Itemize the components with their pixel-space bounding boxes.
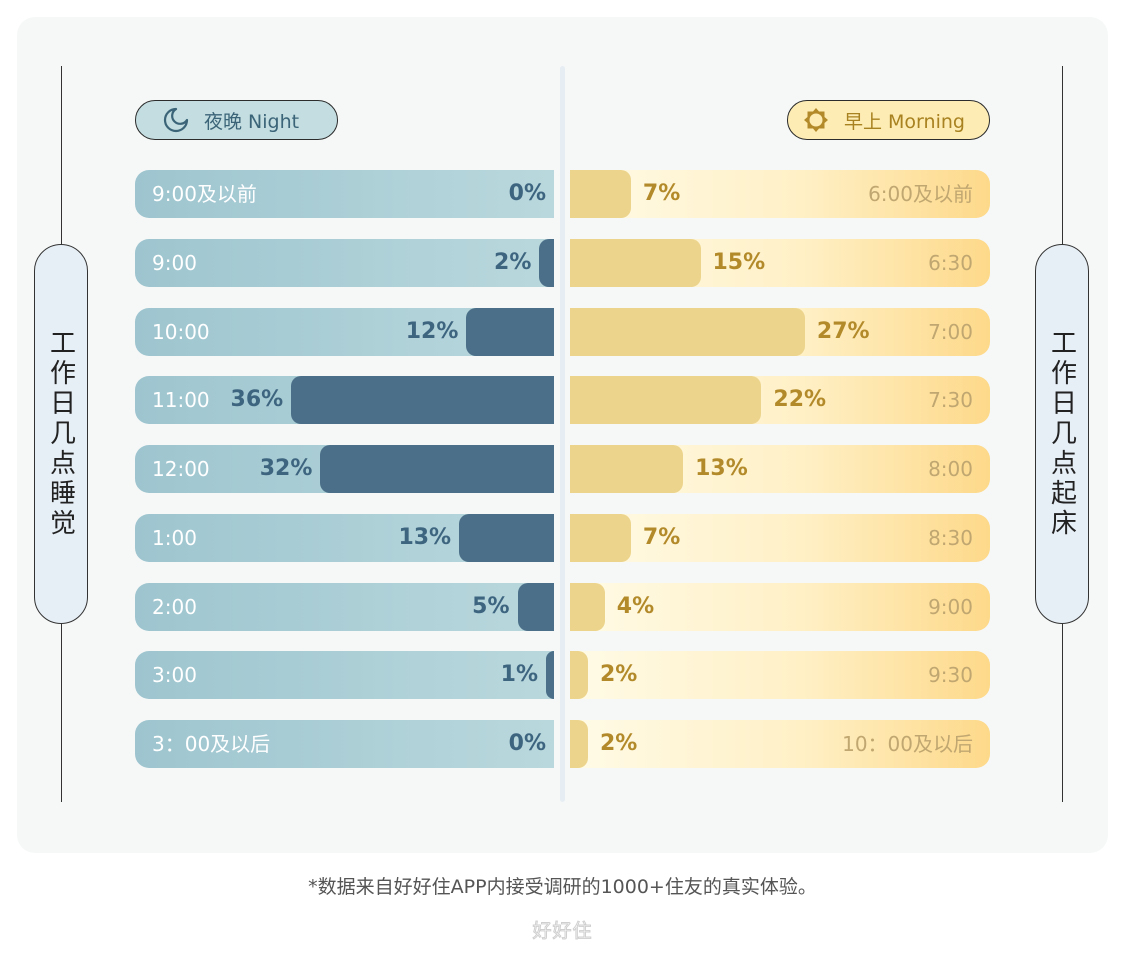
night-legend-pill: 夜晚 Night <box>135 100 338 140</box>
morning-time-label: 10：00及以后 <box>842 732 973 756</box>
night-percent-label: 32% <box>259 456 313 481</box>
night-percent-label: 0% <box>508 731 546 756</box>
morning-time-label: 6:00及以前 <box>868 182 973 206</box>
morning-time-label: 6:30 <box>928 250 973 275</box>
night-bar-track: 1:00 13% <box>135 513 554 562</box>
left-side-label: 工作日几点睡觉 <box>34 244 88 624</box>
night-percent-label: 0% <box>508 181 546 206</box>
night-time-label: 12:00 <box>152 457 210 481</box>
morning-percent-label: 7% <box>642 181 681 206</box>
chart-row: 12:00 32% 13% 8:00 <box>135 445 990 493</box>
morning-bar <box>570 238 701 287</box>
morning-bar <box>570 170 631 218</box>
night-bar-track: 11:00 36% <box>135 376 554 425</box>
right-side-label: 工作日几点起床 <box>1035 244 1089 624</box>
night-time-label: 10:00 <box>152 319 210 344</box>
morning-percent-label: 4% <box>616 593 655 619</box>
morning-bar-track: 15% 6:30 <box>570 238 990 287</box>
morning-bar-track: 7% 8:30 <box>570 513 990 562</box>
night-bar-track: 2:00 5% <box>135 582 554 631</box>
morning-percent-label: 2% <box>600 662 638 688</box>
morning-time-label: 8:30 <box>928 525 973 550</box>
night-bar-track: 3:00 1% <box>135 651 554 700</box>
night-bar-track: 12:00 32% <box>135 445 554 493</box>
morning-time-label: 9:30 <box>928 663 973 688</box>
moon-icon <box>163 107 189 133</box>
left-side-label-text: 工作日几点睡觉 <box>45 329 76 539</box>
morning-time-label: 7:00 <box>928 319 973 344</box>
night-bar-track: 3：00及以后 0% <box>135 720 554 768</box>
night-percent-label: 5% <box>472 593 510 619</box>
morning-legend-pill: 早上 Morning <box>787 100 990 140</box>
chart-row: 2:00 5% 4% 9:00 <box>135 582 990 631</box>
night-time-label: 1:00 <box>152 525 197 550</box>
night-percent-label: 36% <box>230 387 284 413</box>
morning-percent-label: 2% <box>600 731 638 756</box>
morning-percent-label: 27% <box>816 318 870 344</box>
sun-icon <box>804 108 828 132</box>
night-bar-track: 9:00及以前 0% <box>135 170 554 218</box>
morning-bar-track: 13% 8:00 <box>570 445 990 493</box>
morning-time-label: 9:00 <box>928 594 973 619</box>
morning-bar <box>570 376 762 425</box>
night-percent-label: 2% <box>494 249 532 275</box>
night-legend-label: 夜晚 Night <box>204 110 300 133</box>
morning-time-label: 7:30 <box>928 388 973 413</box>
night-time-label: 11:00 <box>152 388 210 413</box>
night-bar <box>291 376 554 425</box>
morning-percent-label: 7% <box>642 524 681 550</box>
morning-bar <box>570 307 805 356</box>
morning-bar <box>570 651 588 700</box>
chart-row: 10:00 12% 27% 7:00 <box>135 307 990 356</box>
night-bar-track: 9:00 2% <box>135 238 554 287</box>
night-time-label: 9:00 <box>152 250 197 275</box>
night-time-label: 2:00 <box>152 594 197 619</box>
night-bar <box>320 445 554 493</box>
night-bar <box>459 513 554 562</box>
morning-bar-track: 7% 6:00及以前 <box>570 170 990 218</box>
morning-bar <box>570 445 684 493</box>
morning-bar-track: 27% 7:00 <box>570 307 990 356</box>
morning-bar <box>570 513 631 562</box>
chart-row: 1:00 13% 7% 8:30 <box>135 513 990 562</box>
morning-bar-track: 22% 7:30 <box>570 376 990 425</box>
night-bar <box>546 651 554 700</box>
night-percent-label: 1% <box>500 662 538 688</box>
chart-row: 11:00 36% 22% 7:30 <box>135 376 990 425</box>
night-bar <box>539 238 554 287</box>
morning-bar-track: 4% 9:00 <box>570 582 990 631</box>
chart-row: 3：00及以后 0% 2% 10：00及以后 <box>135 720 990 768</box>
morning-bar <box>570 582 605 631</box>
right-side-label-text: 工作日几点起床 <box>1046 329 1077 539</box>
center-divider <box>560 66 565 802</box>
morning-percent-label: 22% <box>773 387 827 413</box>
morning-time-label: 8:00 <box>928 457 973 481</box>
night-percent-label: 13% <box>398 524 452 550</box>
morning-bar-track: 2% 10：00及以后 <box>570 720 990 768</box>
brand-watermark: 好好住 <box>532 920 593 943</box>
morning-legend-label: 早上 Morning <box>844 110 965 133</box>
night-bar-track: 10:00 12% <box>135 307 554 356</box>
night-time-label: 3：00及以后 <box>152 732 271 756</box>
morning-percent-label: 15% <box>712 249 766 275</box>
chart-row: 9:00 2% 15% 6:30 <box>135 238 990 287</box>
morning-bar <box>570 720 588 768</box>
morning-percent-label: 13% <box>695 456 748 481</box>
night-bar <box>517 582 554 631</box>
footnote: *数据来自好好住APP内接受调研的1000+住友的真实体验。 <box>308 876 817 898</box>
chart-row: 3:00 1% 2% 9:30 <box>135 651 990 700</box>
night-percent-label: 12% <box>405 318 459 344</box>
chart-row: 9:00及以前 0% 7% 6:00及以前 <box>135 170 990 218</box>
morning-bar-track: 2% 9:30 <box>570 651 990 700</box>
night-bar <box>466 307 554 356</box>
night-time-label: 9:00及以前 <box>152 182 257 206</box>
night-time-label: 3:00 <box>152 663 197 688</box>
